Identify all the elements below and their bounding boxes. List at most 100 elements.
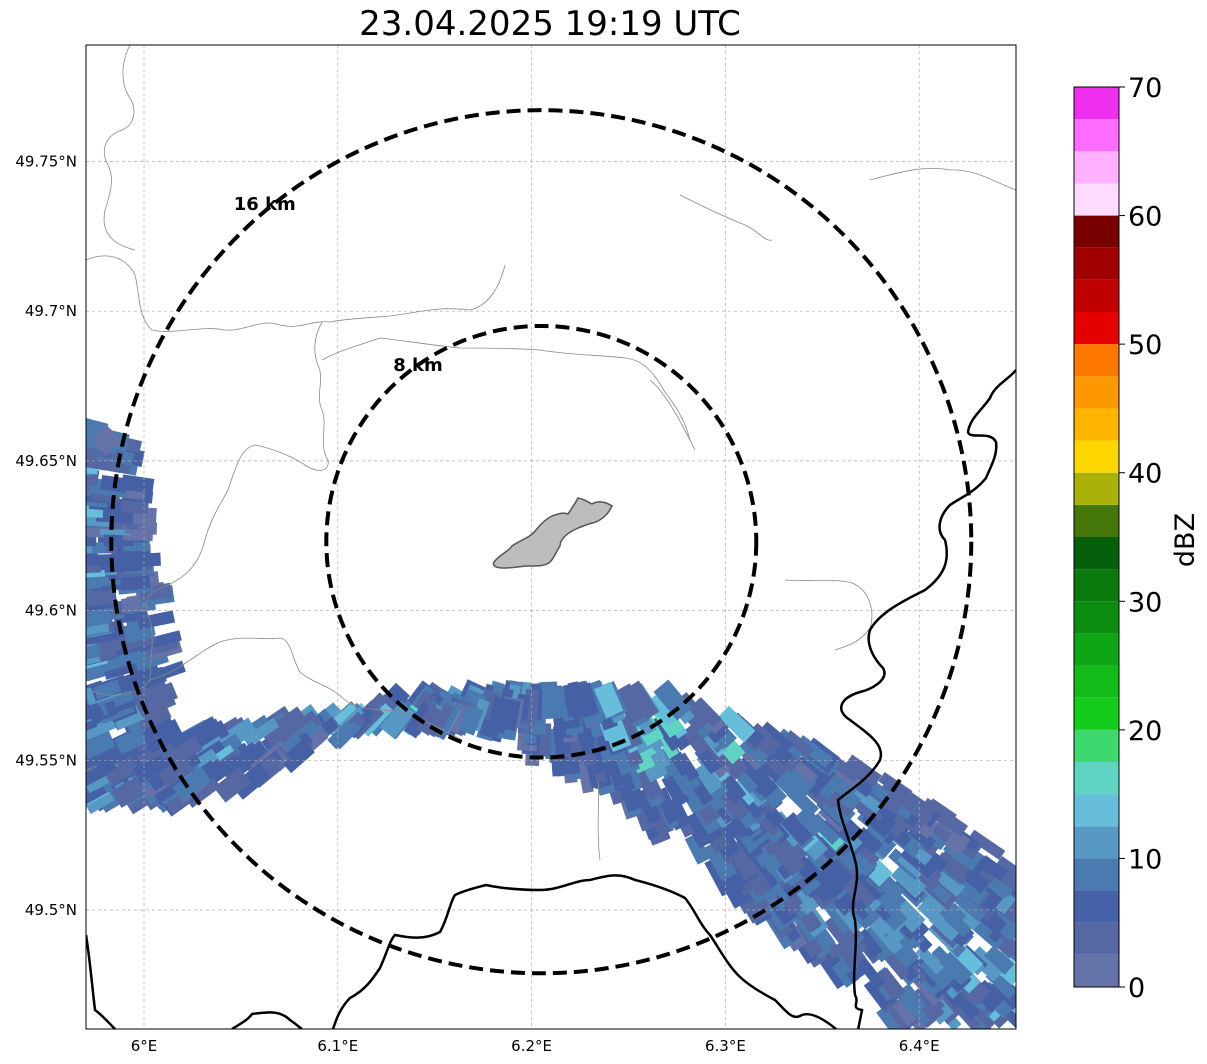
echo-cell <box>0 628 12 644</box>
echo-cell <box>501 698 521 732</box>
echo-cell <box>25 526 59 545</box>
colorbar-bin <box>1074 279 1119 312</box>
colorbar: 0 10 20 30 40 50 60 70 dBZ <box>1073 73 1201 1004</box>
echo-cell <box>1042 991 1068 1016</box>
echo-cell <box>983 945 1015 975</box>
echo-cell <box>1036 946 1075 982</box>
echo-cell <box>16 567 49 585</box>
echo-cell <box>50 773 82 796</box>
echo-cell <box>19 771 60 805</box>
echo-cell <box>736 753 771 788</box>
echo-cell <box>50 692 80 716</box>
echo-cell <box>41 659 70 677</box>
map-area[interactable]: 8 km 16 km <box>0 45 1182 1039</box>
echo-cell <box>42 784 75 810</box>
echo-cell <box>37 692 70 717</box>
lat-tick-label: 49.65°N <box>15 452 77 470</box>
echo-cell <box>1014 957 1016 995</box>
colorbar-bin <box>1074 729 1119 762</box>
lon-tick-label: 6°E <box>131 1037 158 1055</box>
echo-cell <box>20 784 50 808</box>
range-rings: 8 km 16 km <box>109 108 974 976</box>
echo-cell <box>34 623 70 640</box>
echo-cell <box>43 550 73 571</box>
echo-cell <box>1 720 36 744</box>
range-ring <box>324 323 759 760</box>
colorbar-bin <box>1074 312 1119 345</box>
echo-cell <box>0 548 7 563</box>
echo-cell <box>47 576 85 599</box>
echo-cell <box>213 767 252 803</box>
colorbar-bin <box>1074 408 1119 441</box>
echo-cell <box>46 582 77 602</box>
echo-cell <box>612 683 648 725</box>
echo-cell <box>458 704 484 736</box>
echo-cell <box>263 714 300 746</box>
echo-cell <box>0 718 3 737</box>
echo-cell <box>874 967 906 1001</box>
colorbar-frame <box>1073 86 1120 988</box>
echo-cell <box>25 526 55 539</box>
echo-cell <box>0 600 2 624</box>
echo-cell <box>21 683 54 709</box>
colorbar-bin <box>1074 376 1119 409</box>
highlighted-area[interactable] <box>492 497 613 569</box>
echo-cell <box>931 945 961 975</box>
echo-cell <box>1102 1006 1132 1033</box>
echo-cell <box>795 805 826 837</box>
echo-cell <box>693 762 723 795</box>
colorbar-bin <box>1074 344 1119 377</box>
echo-cell <box>0 770 12 798</box>
echo-cell <box>416 704 444 736</box>
echo-cell <box>158 756 195 788</box>
colorbar-bin <box>1074 183 1119 216</box>
colorbar-tick-label: 70 <box>1128 73 1162 104</box>
echo-cell <box>1020 953 1053 984</box>
colorbar-bin <box>1074 890 1119 923</box>
echo-cell <box>1039 908 1075 941</box>
colorbar-bin <box>1074 119 1119 152</box>
echo-cell <box>904 792 936 820</box>
radar-echo-layer <box>0 414 1148 1037</box>
echo-cell <box>27 684 64 707</box>
echo-cell <box>911 982 945 1018</box>
echo-cell <box>86 414 109 434</box>
echo-cell <box>0 770 14 797</box>
echo-cell <box>22 771 53 799</box>
echo-cell <box>13 724 52 748</box>
echo-cell <box>5 766 37 794</box>
echo-cell <box>1022 921 1063 959</box>
echo-cell <box>10 673 47 695</box>
echo-cell <box>1029 885 1061 916</box>
echo-cell <box>86 653 91 675</box>
echo-cell <box>40 522 69 534</box>
colorbar-bin <box>1074 858 1119 891</box>
echo-cell <box>3 681 42 704</box>
echo-cell <box>0 424 25 440</box>
echo-cell <box>86 626 87 646</box>
echo-cell <box>28 539 65 557</box>
echo-cell <box>5 475 34 494</box>
echo-cell <box>0 597 23 619</box>
colorbar-bin <box>1074 826 1119 859</box>
lat-tick-label: 49.75°N <box>15 153 77 171</box>
echo-cell <box>26 707 58 733</box>
lat-tick-label: 49.6°N <box>25 602 77 620</box>
echo-cell <box>9 698 41 718</box>
echo-cell <box>56 474 86 493</box>
echo-cell <box>0 700 19 724</box>
echo-cell <box>44 644 76 668</box>
echo-cell <box>233 765 271 800</box>
echo-cell <box>1111 1003 1148 1037</box>
echo-cell <box>46 468 74 484</box>
colorbar-tick-label: 40 <box>1128 459 1162 490</box>
echo-cell <box>21 625 51 646</box>
echo-cell <box>33 522 69 535</box>
echo-cell <box>172 766 212 802</box>
lon-tick-label: 6.3°E <box>705 1037 746 1055</box>
echo-cell <box>13 431 52 449</box>
echo-cell <box>0 640 4 657</box>
echo-cell <box>772 767 811 805</box>
echo-cell <box>0 782 6 813</box>
